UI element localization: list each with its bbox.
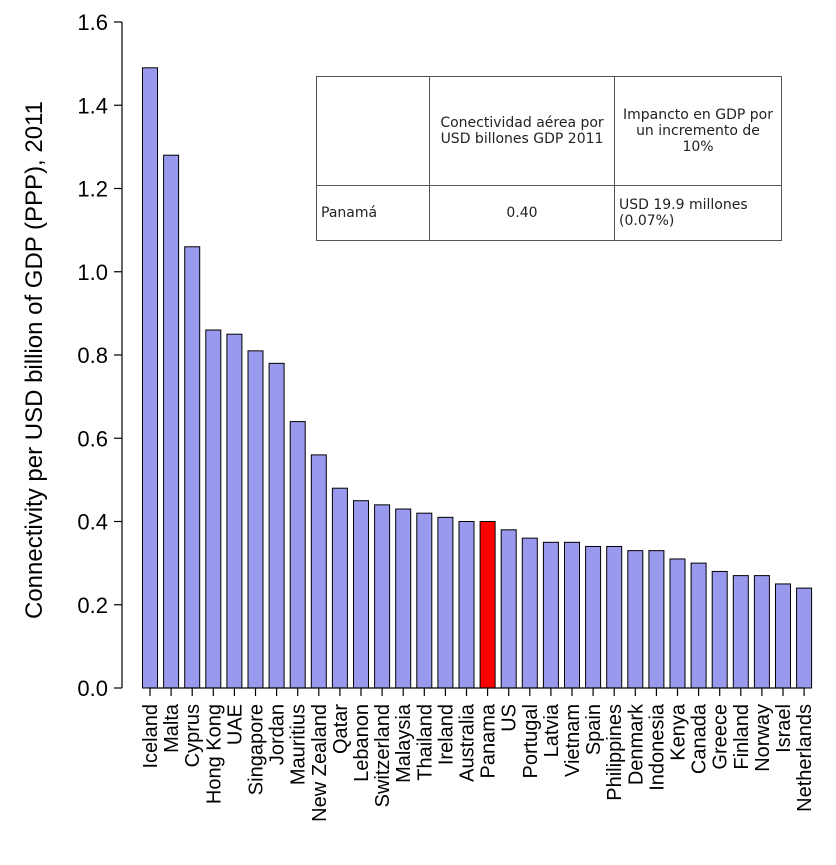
bar-cyprus [184,246,201,689]
bar-lebanon [353,500,369,689]
x-tick-label: US [499,704,521,732]
x-tick-label: Denmark [625,703,647,785]
y-tick-label: 0.4 [77,510,108,535]
x-tick-label: Australia [457,703,479,782]
x-tick-label: New Zealand [309,704,331,822]
x-tick-label: Qatar [330,704,352,754]
table-row: Panamá 0.40 USD 19.9 millones (0.07%) [316,185,782,241]
table-cell-connectivity: 0.40 [429,185,615,241]
y-tick-label: 0.0 [77,676,108,701]
x-tick-label: Greece [710,704,732,770]
info-table: Conectividad aérea por USD billones GDP … [316,76,782,241]
bar-philippines [606,545,623,689]
bar-canada [690,562,707,689]
x-axis: Iceland Malta Cyprus Hong Kong UAE Singapore J… [140,687,816,822]
x-tick-label: Cyprus [182,704,204,767]
table-header-empty [316,76,430,186]
x-tick-label: Netherlands [794,704,816,812]
x-tick-label: Portugal [520,704,542,779]
y-axis-label: Connectivity per USD billion of GDP (PPP… [21,101,48,619]
y-tick-label: 1.4 [77,93,108,118]
y-tick-label: 1.0 [77,260,108,285]
x-tick-label: Thailand [414,704,436,781]
bar-denmark [627,550,644,689]
bar-panama [479,521,496,689]
x-tick-label: Canada [689,703,711,774]
x-tick-label: UAE [224,704,246,745]
bar-indonesia [648,550,665,689]
x-tick-label: Ireland [435,704,457,765]
x-tick-label: Mauritius [288,704,310,785]
bars [142,67,813,689]
y-tick-label: 0.6 [77,426,108,451]
bar-ireland [437,516,454,689]
x-tick-label: Israel [773,704,795,753]
bar-uae [226,333,243,689]
x-tick-label: Hong Kong [203,704,225,804]
bar-spain [585,545,602,689]
x-tick-label: Iceland [140,704,162,769]
y-tick-label: 1.6 [77,10,108,35]
table-header-impact: Impancto en GDP por un incremento de 10% [614,76,782,186]
x-tick-label: Norway [752,704,774,772]
bar-latvia [542,541,559,689]
x-tick-label: Singapore [246,704,268,795]
bar-australia [458,521,475,689]
bar-vietnam [564,541,580,689]
bar-finland [732,575,749,689]
bar-qatar [331,487,348,689]
bar-malaysia [395,508,412,689]
x-tick-label: Latvia [541,703,563,757]
x-tick-label: Malaysia [393,703,415,783]
x-tick-label: Spain [583,704,605,755]
bar-thailand [416,512,433,689]
bar-us [500,529,517,689]
y-tick-label: 0.8 [77,343,108,368]
bar-mauritius [289,421,306,689]
bar-switzerland [374,504,391,689]
bar-new-zealand [310,454,327,689]
y-tick-label: 0.2 [77,593,108,618]
bar-malta [163,154,180,689]
bar-greece [711,570,728,689]
bar-jordan [268,362,285,689]
x-tick-label: Switzerland [372,704,394,807]
x-tick-label: Vietnam [562,704,584,777]
x-tick-label: Finland [731,704,753,770]
y-tick-label: 1.2 [77,177,108,202]
x-tick-label: Jordan [267,704,289,765]
bar-portugal [521,537,538,689]
x-tick-label: Indonesia [646,703,668,791]
x-tick-label: Malta [161,703,183,753]
table-cell-impact: USD 19.9 millones (0.07%) [614,185,782,241]
table-cell-country: Panamá [316,185,430,241]
bar-netherlands [796,587,813,689]
bar-norway [753,575,770,689]
x-tick-label: Panama [478,703,500,778]
table-header-row: Conectividad aérea por USD billones GDP … [316,76,782,186]
x-tick-label: Lebanon [351,704,373,782]
bar-hong-kong [205,329,222,689]
x-tick-label: Philippines [604,704,626,801]
x-tick-label: Kenya [668,703,690,761]
bar-singapore [247,350,264,689]
y-axis: 0.0 0.2 0.4 0.6 0.8 1.0 1.2 1.4 1.6 [77,10,123,701]
table-header-connectivity: Conectividad aérea por USD billones GDP … [429,76,615,186]
bar-iceland [142,67,158,689]
bar-israel [775,583,791,689]
bar-kenya [669,558,686,689]
